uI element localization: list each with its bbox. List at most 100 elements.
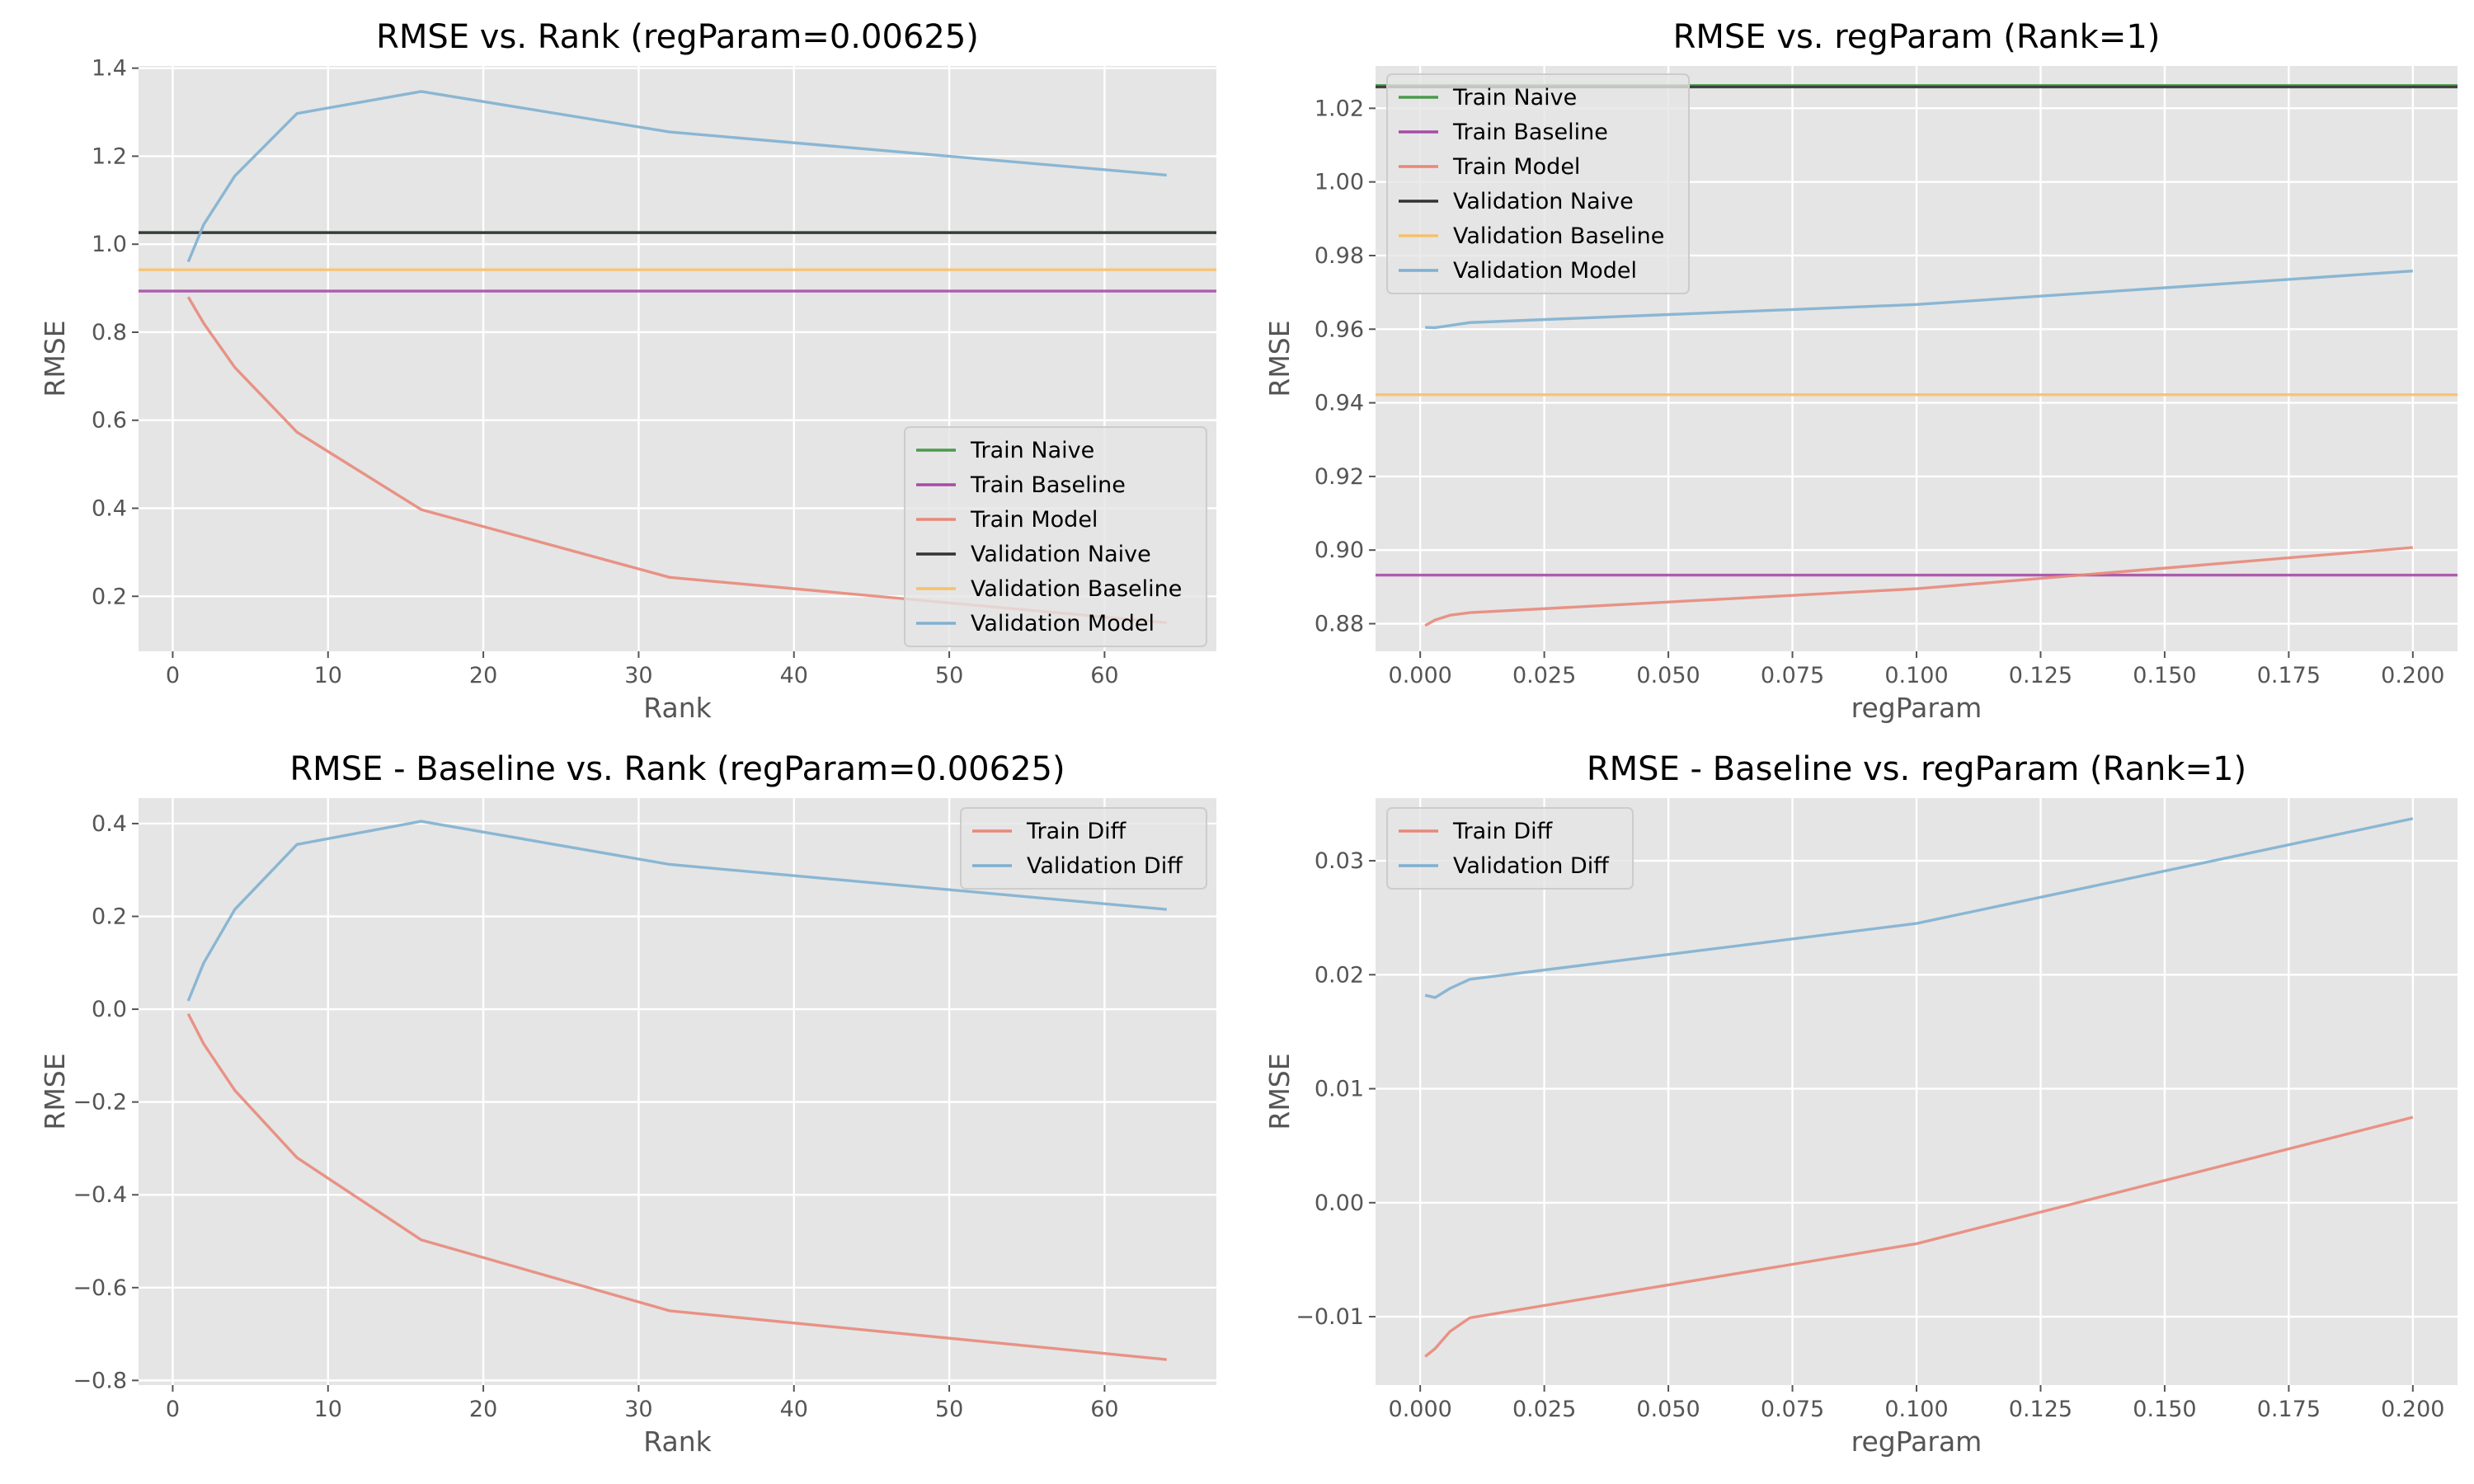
legend-item: Validation Naive	[916, 542, 1151, 567]
legend: Train Diff Validation Diff	[960, 807, 1207, 890]
legend-label: Validation Baseline	[1453, 223, 1664, 249]
x-tick-label: 0.075	[1761, 1397, 1824, 1422]
series-line-validation-diff	[1424, 817, 2414, 999]
legend-label: Train Model	[970, 507, 1098, 533]
x-axis-label: regParam	[1851, 692, 1982, 724]
y-axis-label: RMSE	[1263, 1053, 1296, 1129]
legend-label: Train Baseline	[970, 472, 1126, 498]
series-line-train-model	[186, 296, 1167, 624]
legend-label: Train Naive	[970, 438, 1094, 463]
ticks: 0.000 0.025 0.050 0.075 0.100 0.125 0.150 0.175…	[1315, 96, 2445, 688]
x-tick-label: 0.000	[1389, 1397, 1452, 1422]
y-tick-label: 0.4	[92, 496, 127, 522]
chart-panel-rmse-vs-rank: 0 10 20 30 40 50 60 0.2 0.4 0.6 0.8 1.0 1.2 1.4 RMSE v…	[39, 18, 1216, 724]
legend-label: Validation Diff	[1453, 853, 1610, 879]
series-line-train-diff	[1424, 1115, 2414, 1358]
legend: Train Naive Train Baseline Train Model Vali…	[1386, 73, 1690, 294]
ticks: 0.000 0.025 0.050 0.075 0.100 0.125 0.150 0.175…	[1296, 848, 2444, 1422]
y-tick-label: 0.8	[92, 320, 127, 345]
legend-item: Train Naive	[1399, 85, 1577, 110]
x-tick-label: 10	[314, 663, 342, 688]
y-tick-label: 0.00	[1315, 1190, 1364, 1216]
y-axis-label: RMSE	[1263, 320, 1296, 397]
x-tick-label: 0.025	[1512, 663, 1576, 688]
x-tick-label: 10	[314, 1397, 342, 1422]
y-tick-label: −0.01	[1296, 1304, 1364, 1330]
x-tick-label: 0.050	[1636, 663, 1700, 688]
y-tick-label: 0.0	[92, 997, 127, 1022]
x-axis-label: Rank	[643, 692, 712, 724]
grid	[139, 798, 1216, 1385]
x-tick-label: 50	[935, 1397, 963, 1422]
x-tick-label: 0.125	[2009, 663, 2072, 688]
y-tick-label: 0.88	[1315, 612, 1364, 637]
y-axis-label: RMSE	[39, 1053, 71, 1129]
series-lines	[1376, 83, 2458, 627]
legend-item: Validation Naive	[1399, 189, 1634, 214]
x-tick-label: 20	[469, 1397, 497, 1422]
legend: Train Diff Validation Diff	[1386, 807, 1634, 890]
legend-item: Train Baseline	[916, 472, 1126, 498]
legend-label: Validation Model	[971, 611, 1155, 636]
x-tick-label: 0.050	[1636, 1397, 1700, 1422]
legend-label: Train Diff	[1452, 819, 1554, 844]
series-line-train-model	[1424, 546, 2413, 627]
grid	[1376, 66, 2458, 651]
y-tick-label: −0.8	[73, 1368, 127, 1393]
x-tick-label: 0.200	[2381, 1397, 2444, 1422]
x-tick-label: 20	[469, 663, 497, 688]
legend-item: Train Baseline	[1399, 120, 1608, 145]
legend-item: Train Diff	[972, 819, 1127, 844]
chart-panel-diff-vs-regparam: 0.000 0.025 0.050 0.075 0.100 0.125 0.150 0.175…	[1263, 750, 2458, 1458]
y-tick-label: −0.4	[73, 1182, 127, 1208]
y-tick-label: 0.01	[1315, 1077, 1364, 1102]
y-tick-label: 1.0	[92, 232, 127, 257]
legend-frame	[1386, 807, 1634, 890]
legend-label: Train Baseline	[1452, 120, 1608, 145]
legend-item: Validation Model	[1399, 258, 1637, 284]
ticks: 0 10 20 30 40 50 60 −0.8 −0.6 −0.4 −0.2 0.0 0.2 0.4	[73, 811, 1118, 1422]
y-tick-label: 0.2	[92, 584, 127, 609]
x-axis-label: Rank	[643, 1425, 712, 1458]
legend-label: Train Diff	[1026, 819, 1127, 844]
x-tick-label: 40	[780, 663, 808, 688]
y-tick-label: 0.6	[92, 408, 127, 434]
series-lines	[139, 90, 1216, 624]
legend-label: Validation Diff	[1027, 853, 1183, 879]
y-tick-label: −0.6	[73, 1275, 127, 1301]
chart-title: RMSE vs. regParam (Rank=1)	[1673, 18, 2161, 56]
y-axis-label: RMSE	[39, 320, 71, 397]
x-tick-label: 0.000	[1389, 663, 1452, 688]
chart-title: RMSE vs. Rank (regParam=0.00625)	[376, 18, 979, 56]
legend-item: Train Model	[1399, 154, 1580, 180]
legend-label: Train Naive	[1452, 85, 1577, 110]
x-tick-label: 0.175	[2257, 1397, 2321, 1422]
legend-frame	[904, 426, 1207, 647]
x-tick-label: 0.150	[2133, 663, 2196, 688]
x-tick-label: 60	[1090, 663, 1118, 688]
chart-panel-rmse-vs-regparam: 0.000 0.025 0.050 0.075 0.100 0.125 0.150 0.175…	[1263, 18, 2458, 724]
legend-frame	[1386, 73, 1690, 294]
y-tick-label: 1.02	[1315, 96, 1364, 121]
x-tick-label: 0.075	[1761, 663, 1824, 688]
chart-panel-diff-vs-rank: 0 10 20 30 40 50 60 −0.8 −0.6 −0.4 −0.2 0.0 0.2 0.4 RM…	[39, 750, 1216, 1458]
y-tick-label: 1.2	[92, 143, 127, 169]
legend-label: Validation Baseline	[971, 576, 1182, 602]
x-tick-label: 60	[1090, 1397, 1118, 1422]
series-line-validation-diff	[186, 819, 1167, 1002]
y-tick-label: 0.94	[1315, 391, 1364, 416]
x-tick-label: 0.100	[1884, 663, 1948, 688]
y-tick-label: 0.98	[1315, 243, 1364, 269]
series-line-validation-model	[1425, 270, 2413, 330]
x-tick-label: 40	[780, 1397, 808, 1422]
series-line-train-diff	[186, 1012, 1167, 1361]
chart-title: RMSE - Baseline vs. Rank (regParam=0.006…	[289, 750, 1065, 788]
legend-item: Train Diff	[1399, 819, 1554, 844]
x-tick-label: 0.200	[2381, 663, 2444, 688]
legend-item: Validation Baseline	[916, 576, 1182, 602]
legend-item: Validation Diff	[1399, 853, 1610, 879]
y-tick-label: 0.90	[1315, 538, 1364, 563]
legend-item: Validation Model	[916, 611, 1155, 636]
y-tick-label: 0.4	[92, 811, 127, 837]
